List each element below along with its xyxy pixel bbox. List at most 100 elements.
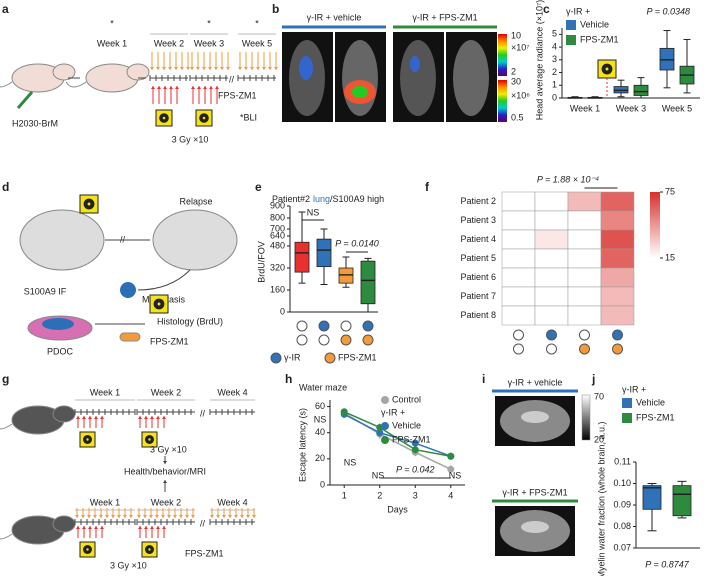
- panel-label: a: [2, 2, 9, 16]
- colorbar-label: 75: [665, 186, 675, 196]
- radiation-center: [605, 67, 609, 71]
- arrow-head: [81, 515, 85, 518]
- arrow-head: [180, 67, 184, 70]
- panel-label: e: [255, 180, 262, 194]
- legend-label: Control: [392, 394, 421, 404]
- arrow-head: [162, 67, 166, 70]
- heatmap-cell: [501, 210, 536, 231]
- arrow-head: [82, 526, 86, 529]
- arrow-head: [163, 480, 167, 483]
- arrow-head: [155, 515, 159, 518]
- box: [642, 485, 662, 510]
- heatmap-cell: [501, 286, 536, 307]
- heatmap-cell: [600, 210, 635, 231]
- arrow-head: [179, 515, 183, 518]
- heatmap-cell: [567, 305, 602, 326]
- week-label: Week 5: [242, 38, 272, 48]
- heatmap-cell: [534, 267, 569, 288]
- arrow-head: [99, 515, 103, 518]
- arrow-head: [222, 515, 226, 518]
- arrow-head: [111, 515, 115, 518]
- arrow-head: [262, 67, 266, 70]
- y-tick-label: 900: [270, 200, 285, 210]
- arrow-head: [100, 526, 104, 529]
- arrow-head: [76, 416, 80, 419]
- relapse-label: Relapse: [179, 196, 212, 206]
- week-label: Week 4: [217, 497, 247, 507]
- colorbar: [498, 34, 507, 76]
- point: [411, 446, 419, 454]
- x-tick-label: 4: [448, 490, 453, 500]
- panel-label: g: [2, 372, 9, 386]
- arrow-head: [129, 515, 133, 518]
- histology-label: Histology (BrdU): [157, 316, 223, 326]
- title-part: Patient#2: [272, 194, 310, 204]
- week-label: Week 1: [97, 38, 127, 48]
- ns-label: NS: [372, 470, 385, 480]
- arrow-head: [123, 515, 127, 518]
- arrow-head: [100, 416, 104, 419]
- brain: [19, 209, 105, 271]
- arrow-head: [93, 515, 97, 518]
- arrow-head: [202, 67, 206, 70]
- radiation-center: [86, 438, 89, 441]
- colorbar-label: 30: [511, 76, 521, 86]
- arrow-head: [186, 67, 190, 70]
- legend-title: γ-IR +: [566, 6, 590, 16]
- mouse-head: [52, 63, 76, 81]
- mouse-tail: [0, 423, 13, 430]
- arrow-head: [156, 416, 160, 419]
- radiation-center: [157, 302, 161, 306]
- arrow-head: [268, 67, 272, 70]
- y-tick-label: 700: [270, 223, 285, 233]
- arrow-head: [88, 416, 92, 419]
- arrow-head: [250, 67, 254, 70]
- condition-label: γ-IR + FPS-ZM1: [412, 12, 477, 22]
- group-marker: [318, 320, 330, 332]
- point: [376, 429, 384, 437]
- colorbar-label: 15: [665, 252, 675, 262]
- arrow-head: [149, 515, 153, 518]
- x-axis-label: Days: [387, 504, 408, 514]
- p-value: P = 0.0348: [647, 6, 690, 16]
- arrow-head: [87, 515, 91, 518]
- arrow-head: [143, 515, 147, 518]
- colorbar: [498, 80, 507, 122]
- legend-marker: [381, 396, 389, 404]
- legend-label: FPS-ZM1: [392, 434, 431, 444]
- arrow-head: [144, 416, 148, 419]
- radiation-center: [202, 116, 206, 120]
- y-axis-label: Escape latency (s): [297, 408, 307, 482]
- arrow-head: [240, 515, 244, 518]
- radiation-center: [87, 202, 91, 206]
- box: [672, 485, 692, 517]
- arrow-head: [220, 67, 224, 70]
- heatmap-cell: [534, 210, 569, 231]
- heatmap-cell: [534, 305, 569, 326]
- box: [360, 260, 376, 305]
- group-marker: [513, 329, 524, 341]
- arrow-head: [209, 86, 213, 89]
- heatmap-cell: [567, 286, 602, 307]
- break: //: [229, 74, 235, 84]
- asterisk: *: [255, 18, 259, 28]
- arrow-head: [175, 86, 179, 89]
- group-marker: [612, 329, 623, 341]
- arrow-head: [163, 461, 167, 464]
- panel-label: j: [591, 372, 595, 386]
- y-tick-label: 40: [315, 427, 325, 437]
- heatmap-cell: [534, 229, 569, 250]
- group-marker: [340, 334, 352, 346]
- legend-swatch: [622, 413, 632, 423]
- box: [633, 84, 649, 96]
- legend-marker: [381, 436, 389, 444]
- heatmap-cell: [600, 229, 635, 250]
- heatmap-cell: [567, 229, 602, 250]
- bli-signal: [410, 56, 420, 72]
- colorbar-label: ×10⁶: [511, 90, 530, 100]
- arrow-head: [163, 86, 167, 89]
- week-label: Week 1: [90, 497, 120, 507]
- arrow-head: [215, 86, 219, 89]
- y-tick-label: 3: [552, 54, 557, 64]
- legend-label: γ-IR +: [381, 407, 405, 417]
